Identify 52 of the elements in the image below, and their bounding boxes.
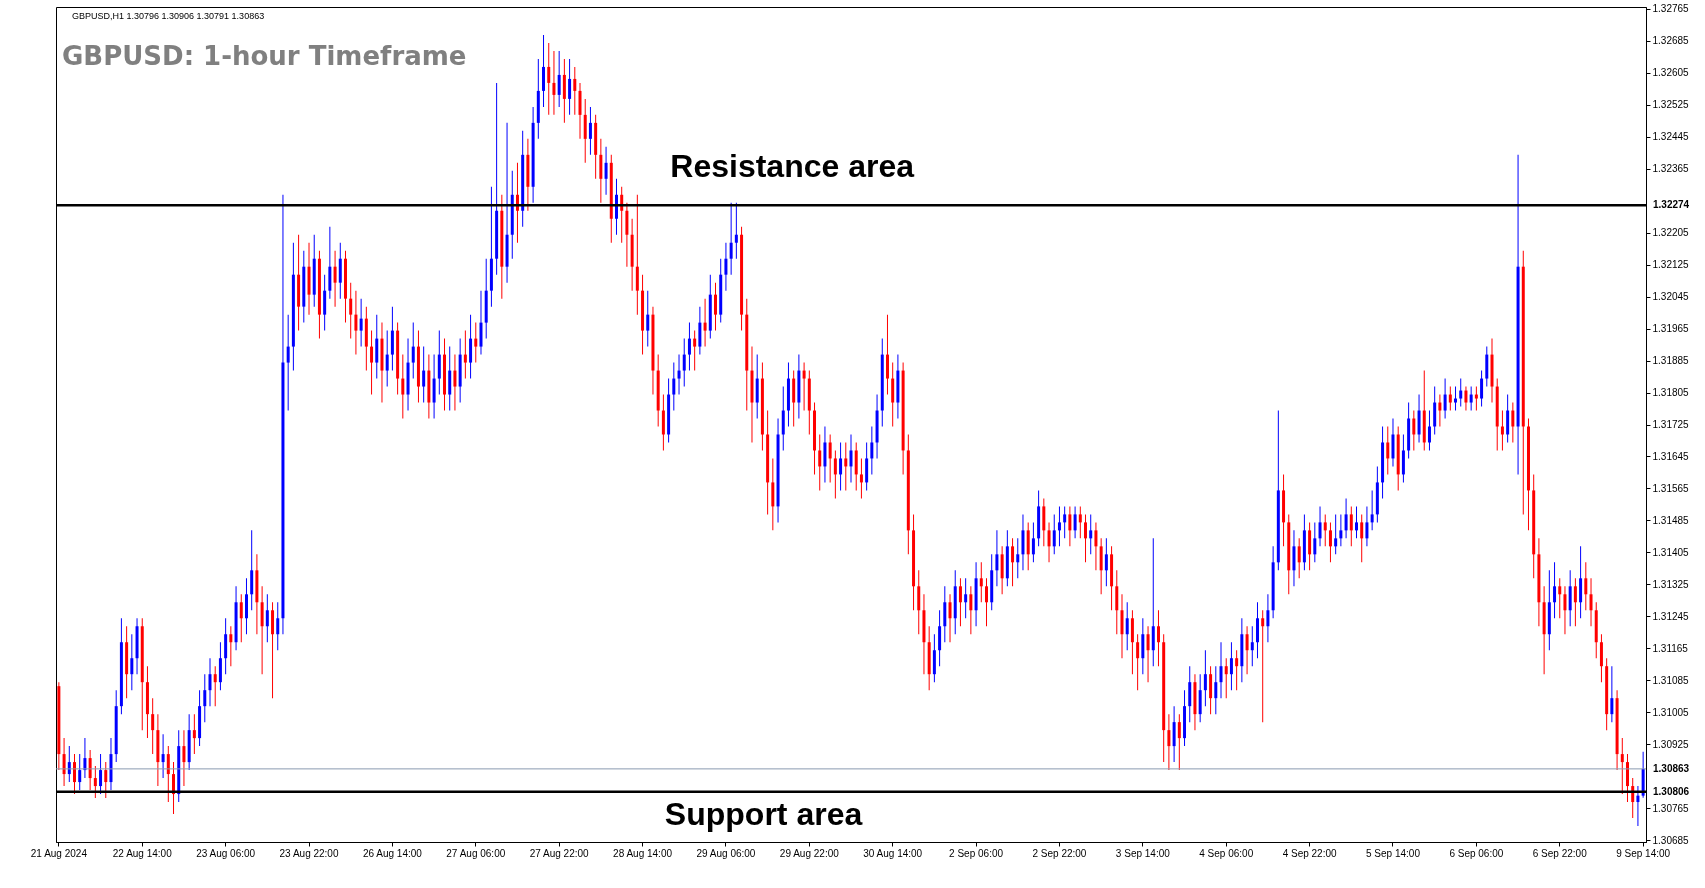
y-tick-label: 1.31885 [1652,355,1690,367]
y-tick-label: 1.30765 [1652,802,1690,814]
x-tick-label: 6 Sep 22:00 [1532,847,1588,859]
ref-line-label: 1.30806 [1653,785,1690,797]
y-tick-label: 1.32525 [1652,99,1690,111]
text: GBPUSD: 1-hour Timeframe [62,41,467,71]
x-tick-label: 28 Aug 14:00 [613,847,673,859]
y-tick-label: 1.31165 [1652,642,1689,654]
x-tick-label: 23 Aug 06:00 [196,847,256,859]
x-tick-label: 9 Sep 14:00 [1616,847,1671,859]
y-tick-label: 1.32765 [1652,3,1690,15]
y-tick-label: 1.31565 [1652,482,1690,494]
x-tick-label: 4 Sep 22:00 [1282,847,1338,859]
y-tick-label: 1.32605 [1652,67,1690,79]
x-tick-label: 30 Aug 14:00 [863,847,923,859]
y-tick-label: 1.31725 [1652,419,1690,430]
y-tick-label: 1.32125 [1652,259,1690,271]
x-tick-label: 29 Aug 06:00 [696,847,756,859]
y-tick-label: 1.32685 [1652,35,1690,47]
y-tick-label: 1.32045 [1652,291,1690,303]
annotation: GBPUSD,H1 1.30796 1.30906 1.30791 1.30863 [72,11,265,21]
y-tick-label: 1.30685 [1652,834,1690,846]
y-tick-label: 1.31645 [1652,450,1690,462]
x-tick-label: 21 Aug 2024 [30,847,88,859]
x-tick-label: 22 Aug 14:00 [112,847,173,859]
y-tick-label: 1.31245 [1652,610,1690,622]
annotation: Support area [664,796,863,833]
x-tick-label: 27 Aug 22:00 [529,847,590,859]
y-tick-label: 1.32445 [1652,131,1690,143]
y-tick-label: 1.31005 [1652,706,1690,718]
y-tick-label: 1.32205 [1652,227,1690,239]
x-tick-label: 29 Aug 22:00 [779,847,840,859]
ref-line-label: 1.30863 [1653,762,1690,774]
y-tick-label: 1.32365 [1652,163,1690,175]
x-tick-label: 23 Aug 22:00 [279,847,339,859]
y-tick-label: 1.31325 [1652,578,1690,590]
y-tick-label: 1.31085 [1652,674,1690,686]
y-tick-label: 1.31485 [1652,514,1690,526]
x-tick-label: 26 Aug 14:00 [362,847,423,859]
x-tick-label: 27 Aug 06:00 [446,847,506,859]
x-tick-label: 6 Sep 06:00 [1449,847,1504,859]
y-tick-label: 1.30925 [1652,738,1690,750]
y-tick-label: 1.31405 [1652,546,1690,558]
x-tick-label: 3 Sep 14:00 [1115,847,1171,859]
annotation: Resistance area [670,148,915,185]
x-tick-label: 2 Sep 22:00 [1032,847,1087,859]
x-tick-label: 4 Sep 06:00 [1199,847,1254,859]
x-tick-label: 2 Sep 06:00 [949,847,1004,859]
x-tick-label: 5 Sep 14:00 [1366,847,1421,859]
y-tick-label: 1.31965 [1652,323,1690,335]
y-tick-label: 1.31805 [1652,387,1690,399]
ref-line-label: 1.32274 [1653,199,1690,211]
